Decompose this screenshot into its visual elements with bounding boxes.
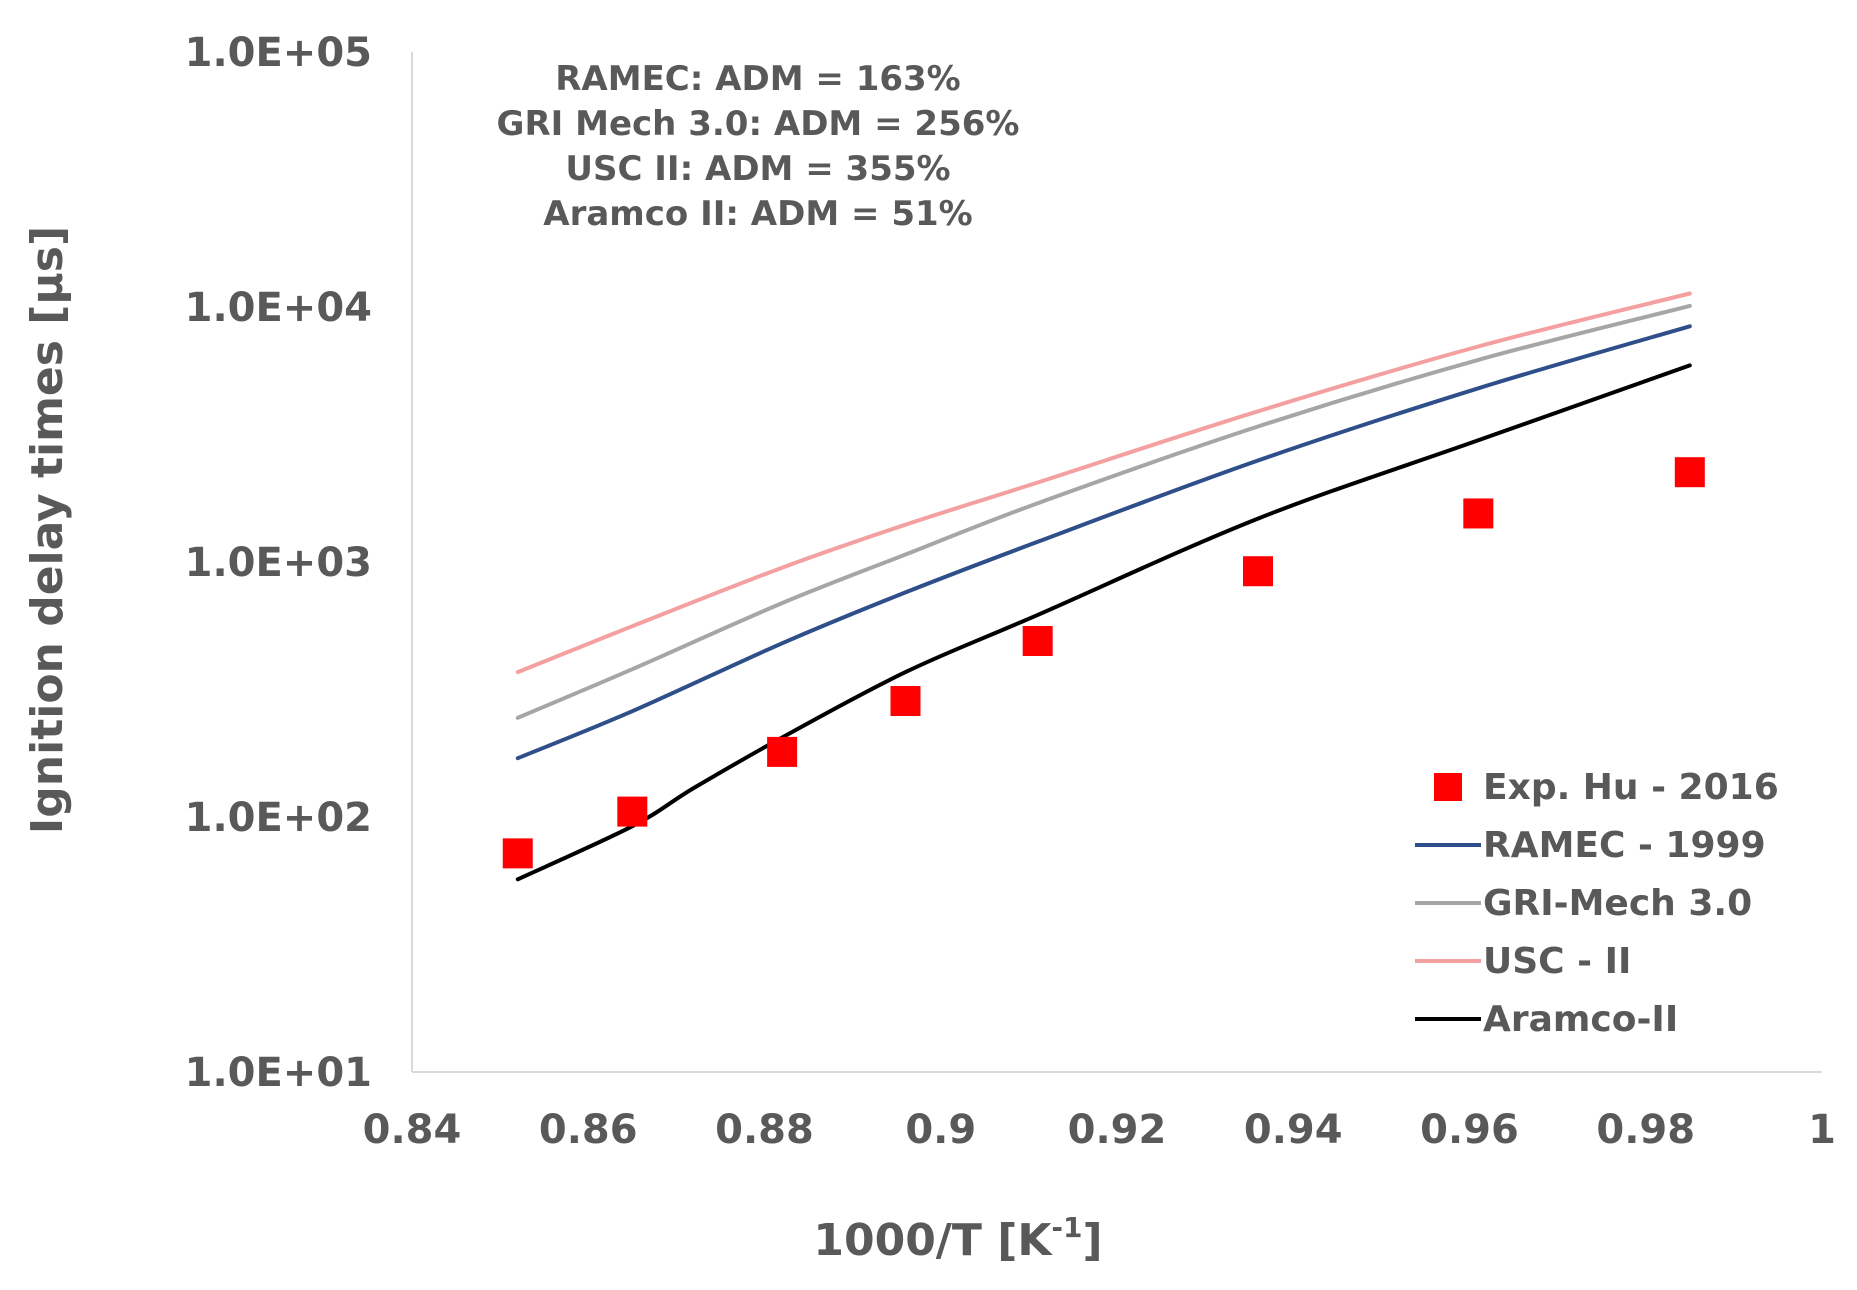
data-point-exp-hu-2016 — [767, 736, 798, 767]
data-point-exp-hu-2016 — [890, 686, 921, 717]
series-line-aramco-ii — [515, 363, 1692, 882]
annotation-aramco-ii: Aramco II: ADM = 51% — [543, 194, 972, 234]
y-tick-label: 1.0E+01 — [185, 1050, 372, 1096]
x-tick-label: 0.9 — [905, 1107, 976, 1153]
x-tick-label: 1 — [1808, 1107, 1836, 1153]
adm-annotations: RAMEC: ADM = 163% GRI Mech 3.0: ADM = 25… — [497, 59, 1020, 234]
x-axis-title-superscript: -1 — [1051, 1211, 1082, 1244]
plot-markers — [502, 457, 1705, 869]
x-axis-title-main: 1000/T [K — [813, 1215, 1053, 1266]
y-tick-label: 1.0E+03 — [185, 540, 372, 586]
x-axis-ticks: 0.84 0.86 0.88 0.9 0.92 0.94 0.96 0.98 1 — [363, 1107, 1836, 1153]
legend-label-gri-mech-3-0: GRI-Mech 3.0 — [1483, 883, 1752, 924]
x-tick-label: 0.88 — [715, 1107, 814, 1153]
x-axis-title: 1000/T [K-1] — [813, 1211, 1102, 1266]
legend-swatch-exp-hu-2016 — [1434, 773, 1462, 801]
data-point-exp-hu-2016 — [1022, 626, 1053, 656]
data-point-exp-hu-2016 — [617, 796, 648, 827]
series-line-gri-mech-3-0 — [515, 303, 1692, 720]
x-tick-label: 0.96 — [1420, 1107, 1519, 1153]
y-axis-ticks: 1.0E+01 1.0E+02 1.0E+03 1.0E+04 1.0E+05 — [185, 30, 372, 1096]
x-tick-label: 0.98 — [1596, 1107, 1695, 1153]
x-axis-title-tail: ] — [1083, 1215, 1103, 1266]
legend-label-usc-ii: USC - II — [1483, 941, 1631, 982]
data-point-exp-hu-2016 — [1463, 498, 1494, 529]
series-line-ramec-1999 — [515, 324, 1692, 761]
plot-series — [515, 291, 1692, 882]
legend-label-aramco-ii: Aramco-II — [1483, 999, 1678, 1040]
x-tick-label: 0.84 — [363, 1107, 462, 1153]
y-tick-label: 1.0E+05 — [185, 30, 372, 76]
data-point-exp-hu-2016 — [502, 838, 533, 869]
legend-label-exp-hu-2016: Exp. Hu - 2016 — [1483, 767, 1779, 808]
x-tick-label: 0.92 — [1068, 1107, 1167, 1153]
y-axis-title: Ignition delay times [μs] — [22, 226, 73, 834]
series-line-usc-ii — [515, 291, 1692, 675]
x-tick-label: 0.86 — [539, 1107, 638, 1153]
y-tick-label: 1.0E+02 — [185, 795, 372, 841]
data-point-exp-hu-2016 — [1674, 457, 1705, 488]
annotation-usc-ii: USC II: ADM = 355% — [565, 149, 950, 189]
annotation-ramec: RAMEC: ADM = 163% — [555, 59, 961, 99]
y-tick-label: 1.0E+04 — [185, 285, 372, 331]
annotation-gri-mech: GRI Mech 3.0: ADM = 256% — [497, 104, 1020, 144]
legend: Exp. Hu - 2016 RAMEC - 1999 GRI-Mech 3.0 US… — [1415, 767, 1779, 1040]
data-point-exp-hu-2016 — [1243, 556, 1273, 587]
legend-label-ramec-1999: RAMEC - 1999 — [1483, 825, 1766, 866]
x-tick-label: 0.94 — [1244, 1107, 1343, 1153]
